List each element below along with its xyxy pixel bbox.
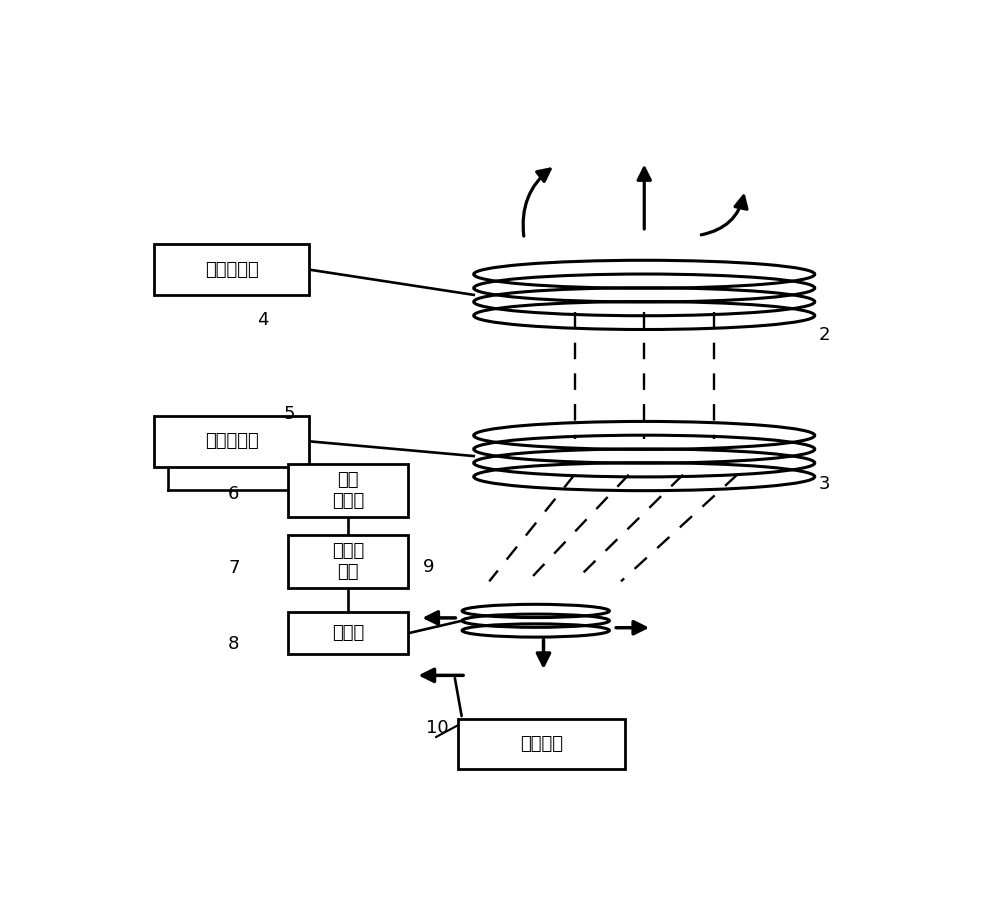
FancyBboxPatch shape [288,535,408,589]
Text: 发射端模块: 发射端模块 [205,432,259,450]
FancyBboxPatch shape [458,719,625,769]
Text: 10: 10 [426,719,448,737]
Text: 5: 5 [284,405,295,423]
FancyBboxPatch shape [154,416,309,467]
Text: 移相器: 移相器 [332,624,364,642]
FancyBboxPatch shape [288,464,408,517]
FancyBboxPatch shape [154,245,309,295]
Text: 4: 4 [257,311,268,329]
Text: 敏感设备: 敏感设备 [520,735,563,753]
Text: 8: 8 [228,635,239,652]
Text: 9: 9 [423,558,435,576]
FancyBboxPatch shape [288,612,408,654]
Text: 2: 2 [819,327,830,344]
Text: 可调放
大器: 可调放 大器 [332,542,364,581]
Text: 7: 7 [228,559,240,577]
Text: 3: 3 [819,475,830,493]
Text: 接受端模块: 接受端模块 [205,260,259,278]
Text: 6: 6 [228,486,239,503]
Text: 信号
采样器: 信号 采样器 [332,471,364,510]
